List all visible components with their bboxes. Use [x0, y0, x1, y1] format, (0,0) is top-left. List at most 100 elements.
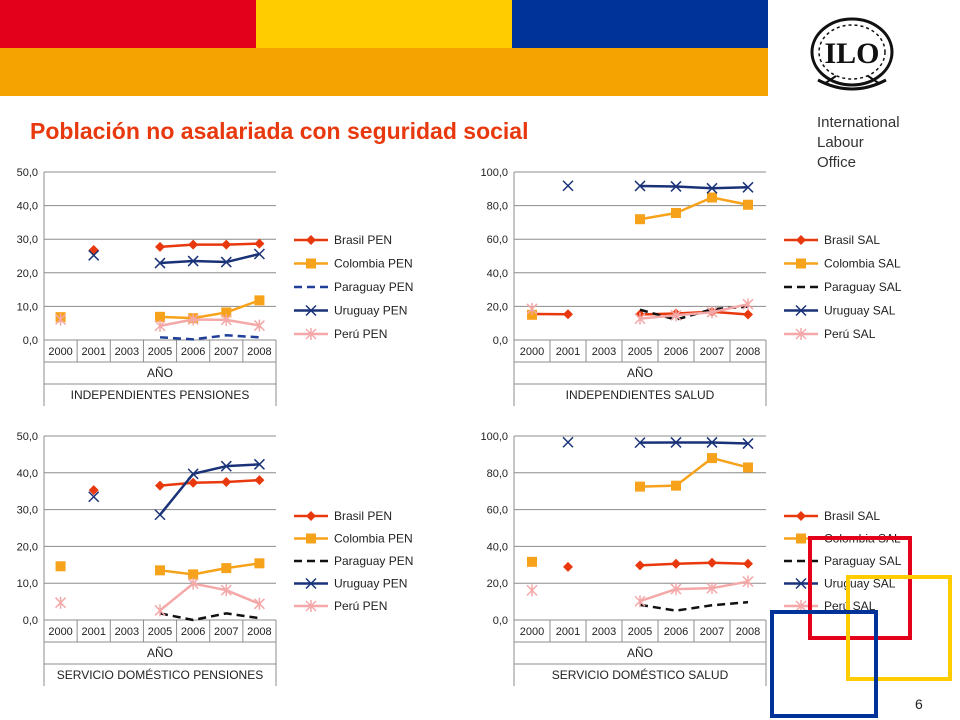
y-tick-label: 60,0	[487, 234, 508, 246]
page-title: Población no asalariada con seguridad so…	[30, 118, 529, 144]
x-tick-label: 2001	[81, 346, 105, 358]
y-tick-label: 20,0	[17, 541, 38, 553]
legend-marker	[306, 235, 316, 245]
data-point	[221, 239, 232, 250]
series-per-pen	[55, 313, 265, 332]
chart-svg: 0,0 20,0 40,0 60,0 80,0 100,0 2000 2001 2003 2005…	[480, 431, 902, 686]
y-tick-label: 100,0	[480, 431, 508, 443]
data-point	[743, 558, 753, 569]
series-per-sal	[526, 575, 754, 608]
y-tick-label: 30,0	[17, 234, 38, 246]
x-axis-label: AÑO	[627, 646, 653, 660]
series-line	[159, 299, 260, 320]
x-tick-label: 2008	[247, 346, 271, 358]
y-tick-label: 20,0	[487, 578, 508, 590]
data-point	[188, 239, 199, 250]
legend-marker	[306, 511, 316, 521]
legend-label: Perú SAL	[824, 327, 876, 341]
x-tick-label: 2000	[48, 626, 72, 638]
org-name-line-1: International	[817, 114, 900, 131]
series-colombia-pen	[55, 295, 265, 324]
legend-item: Paraguay PEN	[294, 280, 413, 294]
data-point	[562, 436, 574, 448]
legend-item: Colombia PEN	[294, 257, 413, 271]
y-tick-label: 40,0	[17, 468, 38, 480]
header-band-blue	[512, 0, 768, 48]
y-tick-label: 40,0	[487, 541, 508, 553]
data-point	[743, 309, 753, 320]
legend-marker	[795, 577, 807, 590]
y-tick-label: 40,0	[17, 201, 38, 213]
data-point	[706, 582, 718, 595]
series-paraguay-pen	[159, 334, 260, 341]
data-point	[254, 295, 265, 306]
data-point	[635, 214, 645, 225]
series-colombia-sal	[527, 192, 753, 320]
legend-marker	[795, 328, 807, 340]
data-point	[88, 485, 99, 496]
chart-subtitle: SERVICIO DOMÉSTICO SALUD	[552, 667, 729, 682]
decorative-square-red	[808, 536, 912, 640]
x-axis-label: AÑO	[147, 366, 173, 380]
legend-item: Paraguay SAL	[784, 554, 902, 568]
x-tick-label: 2003	[115, 346, 139, 358]
data-point	[254, 558, 265, 569]
series-colombia-pen	[55, 558, 265, 580]
data-point	[635, 481, 645, 492]
series-colombia-sal	[527, 453, 753, 567]
legend-marker	[796, 533, 806, 544]
data-point	[635, 560, 645, 571]
data-point	[743, 462, 753, 473]
chart-subtitle: INDEPENDIENTES PENSIONES	[71, 388, 250, 402]
chart-subtitle: INDEPENDIENTES SALUD	[566, 388, 715, 402]
data-point	[527, 556, 537, 567]
x-tick-label: 2003	[592, 626, 616, 638]
legend-label: Brasil SAL	[824, 509, 880, 523]
legend-label: Paraguay SAL	[824, 280, 902, 294]
legend-marker	[306, 258, 316, 269]
data-point	[88, 244, 99, 255]
series-line	[159, 318, 260, 328]
y-tick-label: 60,0	[487, 505, 508, 517]
legend-item: Brasil PEN	[294, 509, 392, 523]
legend-label: Paraguay PEN	[334, 280, 413, 294]
y-tick-label: 20,0	[487, 301, 508, 313]
x-tick-label: 2001	[556, 346, 580, 358]
series-brasil-sal	[563, 557, 753, 572]
legend-item: Perú PEN	[294, 599, 387, 613]
legend-item: Brasil SAL	[784, 509, 880, 523]
series-uruguay-sal	[562, 180, 754, 194]
x-axis-label: AÑO	[147, 646, 173, 660]
data-point	[706, 182, 718, 194]
series-line	[639, 302, 749, 320]
x-tick-label: 2003	[592, 346, 616, 358]
series-line	[639, 580, 749, 603]
data-point	[187, 255, 199, 267]
legend-label: Brasil PEN	[334, 509, 392, 523]
data-point	[634, 437, 646, 449]
legend-item: Brasil SAL	[784, 233, 880, 247]
legend-marker	[796, 235, 806, 245]
data-point	[188, 569, 199, 580]
data-point	[253, 319, 265, 332]
x-tick-label: 2005	[628, 346, 652, 358]
legend-marker	[305, 600, 317, 612]
legend-label: Paraguay SAL	[824, 554, 902, 568]
series-line	[159, 478, 260, 487]
legend-item: Colombia SAL	[784, 257, 901, 271]
legend-marker	[796, 511, 806, 521]
series-line	[159, 562, 260, 576]
data-point	[88, 249, 100, 261]
data-point	[155, 480, 165, 491]
chart-servicio-domestico-pensiones: 0,0 10,0 20,0 30,0 40,0 50,0 2000 2001 2003 2005 2…	[0, 424, 440, 696]
data-point	[220, 313, 232, 326]
x-tick-label: 2007	[700, 626, 724, 638]
page-number: 6	[915, 696, 923, 712]
x-tick-label: 2006	[664, 346, 688, 358]
legend-item: Uruguay SAL	[784, 577, 896, 591]
data-point	[154, 509, 166, 521]
org-name-line-2: Labour	[817, 134, 864, 151]
legend-item: Colombia PEN	[294, 532, 413, 546]
series-line	[159, 334, 260, 341]
series-line	[639, 441, 749, 445]
